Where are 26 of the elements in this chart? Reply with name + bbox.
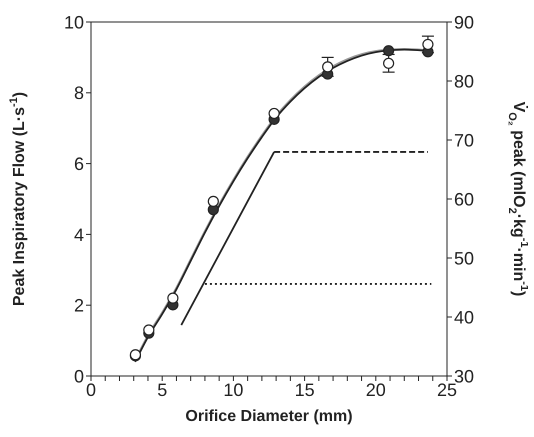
y-tick-label: 0 bbox=[74, 366, 84, 386]
x-tick-label: 20 bbox=[366, 380, 386, 400]
x-axis-title: Orifice Diameter (mm) bbox=[185, 408, 353, 426]
y-tick-label: 8 bbox=[74, 83, 84, 104]
y2-tick-label: 70 bbox=[454, 130, 474, 150]
y2-tick-label: 90 bbox=[454, 12, 474, 32]
x-tick-label: 5 bbox=[157, 380, 168, 400]
y-tick-label: 6 bbox=[74, 154, 84, 174]
y-tick-label: 2 bbox=[74, 296, 84, 316]
y2-tick-label: 60 bbox=[454, 189, 474, 210]
x-tick-label: 10 bbox=[223, 380, 244, 400]
y2-tick-label: 50 bbox=[454, 248, 474, 268]
point bbox=[268, 108, 280, 120]
y2-tick-label: 40 bbox=[454, 307, 474, 328]
y-tick-label: 4 bbox=[74, 224, 84, 245]
point bbox=[208, 196, 219, 207]
x-tick-label: 15 bbox=[294, 380, 315, 400]
point bbox=[383, 45, 394, 56]
point bbox=[322, 61, 334, 72]
y-tick-label: 10 bbox=[64, 12, 84, 32]
point bbox=[383, 58, 394, 69]
y2-tick-label: 30 bbox=[454, 366, 474, 386]
point bbox=[143, 324, 154, 336]
point bbox=[167, 292, 178, 304]
point bbox=[422, 38, 434, 50]
y2-tick-label: 80 bbox=[454, 71, 474, 92]
